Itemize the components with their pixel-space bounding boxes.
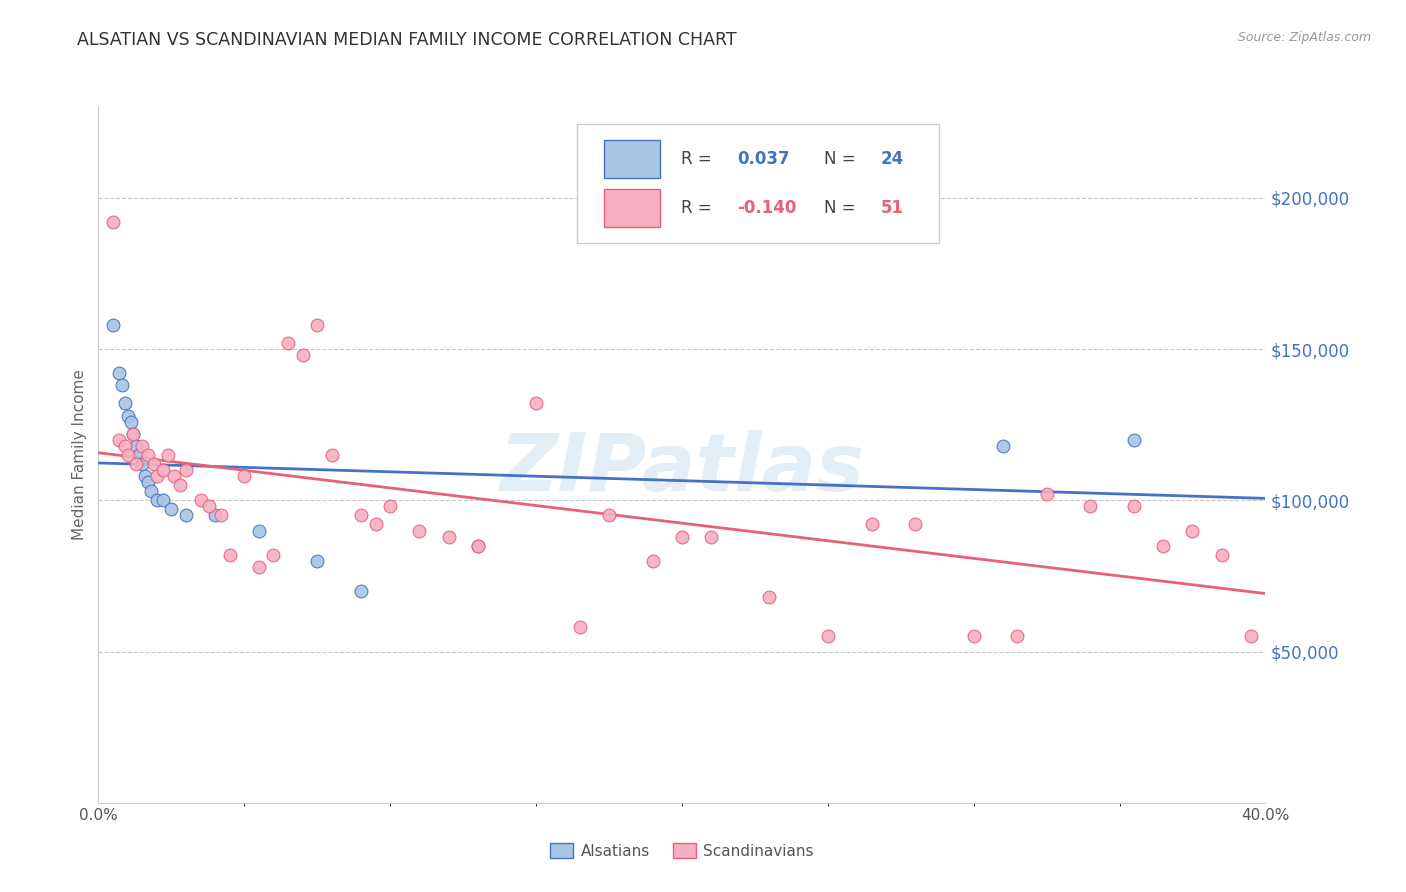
Point	[117, 409, 139, 423]
Point	[758, 590, 780, 604]
Point	[860, 517, 883, 532]
Text: R =: R =	[681, 199, 717, 217]
Text: 51: 51	[880, 199, 903, 217]
Point	[380, 500, 402, 514]
Point	[190, 493, 212, 508]
Point	[350, 508, 373, 523]
Legend: Alsatians, Scandinavians: Alsatians, Scandinavians	[544, 837, 820, 864]
Point	[1211, 548, 1233, 562]
FancyBboxPatch shape	[576, 124, 939, 243]
Point	[136, 475, 159, 490]
Text: N =: N =	[824, 150, 860, 169]
Point	[1123, 433, 1146, 447]
Point	[174, 508, 197, 523]
Point	[467, 539, 489, 553]
Text: 24: 24	[880, 150, 904, 169]
Point	[169, 478, 191, 492]
Point	[1152, 539, 1174, 553]
Point	[157, 448, 180, 462]
Point	[437, 530, 460, 544]
Text: 0.037: 0.037	[737, 150, 789, 169]
Point	[152, 463, 174, 477]
Point	[117, 448, 139, 462]
Point	[277, 336, 299, 351]
Point	[408, 524, 430, 538]
Point	[146, 493, 169, 508]
Point	[262, 548, 284, 562]
Point	[524, 396, 547, 410]
Point	[1080, 500, 1102, 514]
Point	[174, 463, 197, 477]
Point	[122, 426, 145, 441]
Point	[1035, 487, 1057, 501]
Point	[671, 530, 693, 544]
Point	[700, 530, 723, 544]
Point	[108, 366, 131, 380]
Point	[641, 554, 664, 568]
Point	[364, 517, 387, 532]
Point	[122, 426, 145, 441]
Text: Source: ZipAtlas.com: Source: ZipAtlas.com	[1237, 31, 1371, 45]
Point	[817, 629, 839, 643]
Text: -0.140: -0.140	[737, 199, 796, 217]
FancyBboxPatch shape	[603, 189, 659, 227]
Point	[291, 348, 314, 362]
Point	[247, 524, 270, 538]
Point	[1007, 629, 1029, 643]
Point	[307, 554, 329, 568]
Text: N =: N =	[824, 199, 860, 217]
Point	[247, 559, 270, 574]
Point	[209, 508, 232, 523]
Point	[204, 508, 226, 523]
Point	[146, 469, 169, 483]
Point	[108, 433, 131, 447]
Point	[233, 469, 256, 483]
Point	[120, 415, 142, 429]
Point	[125, 439, 148, 453]
Point	[125, 457, 148, 471]
Point	[198, 500, 221, 514]
Point	[139, 484, 162, 499]
Point	[101, 215, 124, 229]
FancyBboxPatch shape	[603, 140, 659, 178]
Point	[321, 448, 343, 462]
Point	[128, 448, 150, 462]
Point	[163, 469, 186, 483]
Point	[111, 378, 134, 392]
Point	[991, 439, 1014, 453]
Point	[568, 620, 591, 634]
Point	[134, 469, 156, 483]
Point	[962, 629, 984, 643]
Point	[142, 457, 165, 471]
Point	[904, 517, 927, 532]
Point	[1123, 500, 1146, 514]
Point	[152, 493, 174, 508]
Point	[131, 439, 153, 453]
Point	[1240, 629, 1263, 643]
Point	[598, 508, 620, 523]
Text: R =: R =	[681, 150, 717, 169]
Point	[350, 584, 373, 599]
Point	[131, 457, 153, 471]
Point	[101, 318, 124, 332]
Point	[307, 318, 329, 332]
Point	[114, 439, 136, 453]
Text: ALSATIAN VS SCANDINAVIAN MEDIAN FAMILY INCOME CORRELATION CHART: ALSATIAN VS SCANDINAVIAN MEDIAN FAMILY I…	[77, 31, 737, 49]
Point	[136, 448, 159, 462]
Point	[114, 396, 136, 410]
Point	[467, 539, 489, 553]
Text: ZIPatlas: ZIPatlas	[499, 430, 865, 508]
Point	[160, 502, 183, 516]
Point	[1181, 524, 1204, 538]
Y-axis label: Median Family Income: Median Family Income	[72, 369, 87, 541]
Point	[218, 548, 240, 562]
